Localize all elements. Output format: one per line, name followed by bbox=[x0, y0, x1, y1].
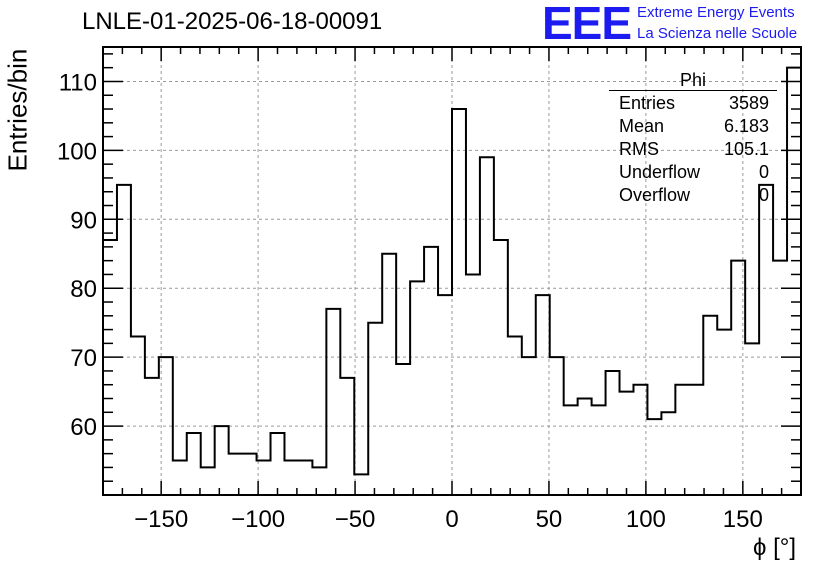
x-tick-label: 150 bbox=[723, 506, 763, 533]
x-axis: −150 −100 −50 0 50 100 150 bbox=[121, 47, 783, 533]
x-tick-label: 100 bbox=[626, 506, 666, 533]
stats-row-rms: RMS 105.1 bbox=[619, 139, 769, 161]
eee-logo: EEE bbox=[542, 0, 632, 49]
stats-row-mean: Mean 6.183 bbox=[619, 116, 769, 138]
y-axis: 60 70 80 90 100 110 bbox=[57, 53, 801, 482]
stats-divider bbox=[609, 90, 777, 91]
y-tick-label: 80 bbox=[70, 276, 97, 303]
y-axis-label: Entries/bin bbox=[2, 48, 33, 172]
stats-value: 0 bbox=[758, 185, 769, 205]
x-axis-label: ϕ [°] bbox=[753, 534, 797, 561]
chart-title: LNLE-01-2025-06-18-00091 bbox=[82, 8, 383, 35]
stats-row-entries: Entries 3589 bbox=[619, 93, 769, 115]
y-tick-label: 110 bbox=[59, 69, 97, 96]
stats-row-overflow: Overflow 0 bbox=[619, 185, 769, 207]
y-tick-label: 60 bbox=[70, 414, 97, 441]
logo-line-2: La Scienza nelle Scuole bbox=[637, 25, 798, 42]
stats-title: Phi bbox=[679, 70, 706, 90]
histogram-step-line bbox=[103, 66, 801, 476]
stats-row-underflow: Underflow 0 bbox=[619, 162, 769, 184]
stats-value: 0 bbox=[758, 162, 769, 182]
stats-key: RMS bbox=[619, 139, 659, 159]
stats-value: 3589 bbox=[728, 93, 769, 113]
x-tick-label: −100 bbox=[231, 506, 285, 533]
y-tick-label: 90 bbox=[70, 207, 97, 234]
x-tick-label: −150 bbox=[134, 506, 188, 533]
y-tick-label: 70 bbox=[70, 345, 97, 372]
stats-value: 105.1 bbox=[723, 139, 769, 159]
stats-key: Underflow bbox=[619, 162, 701, 182]
y-tick-label: 100 bbox=[57, 138, 97, 165]
stats-key: Overflow bbox=[619, 185, 691, 205]
x-tick-label: −50 bbox=[335, 506, 376, 533]
x-tick-label: 0 bbox=[445, 506, 458, 533]
stats-key: Mean bbox=[619, 116, 665, 136]
x-tick-label: 50 bbox=[536, 506, 563, 533]
logo-line-1: Extreme Energy Events bbox=[637, 4, 795, 21]
stats-key: Entries bbox=[619, 93, 676, 113]
stats-value: 6.183 bbox=[723, 116, 769, 136]
